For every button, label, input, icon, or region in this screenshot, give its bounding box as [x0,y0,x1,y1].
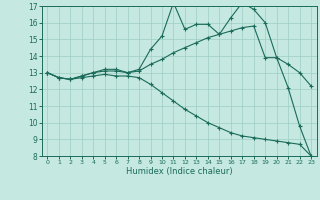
X-axis label: Humidex (Indice chaleur): Humidex (Indice chaleur) [126,167,233,176]
